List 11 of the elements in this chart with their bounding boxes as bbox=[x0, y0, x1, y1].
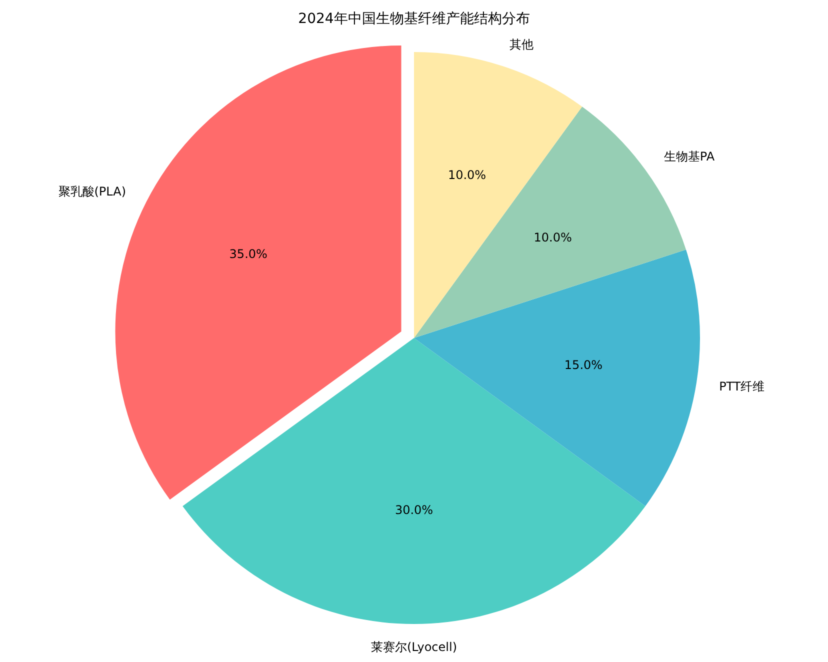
chart-title: 2024年中国生物基纤维产能结构分布 bbox=[298, 11, 530, 27]
slice-label: 聚乳酸(PLA) bbox=[58, 184, 126, 198]
data-label: 15.0% bbox=[564, 358, 603, 372]
data-label: 10.0% bbox=[534, 230, 572, 244]
slice-label: 其他 bbox=[509, 37, 534, 52]
data-label: 35.0% bbox=[229, 246, 268, 261]
data-label: 10.0% bbox=[448, 168, 486, 182]
data-label: 30.0% bbox=[394, 502, 434, 517]
slice-label: PTT纤维 bbox=[719, 380, 765, 394]
slice-label: 生物基PA bbox=[664, 150, 716, 164]
slice-label: 莱赛尔(Lyocell) bbox=[370, 640, 458, 654]
